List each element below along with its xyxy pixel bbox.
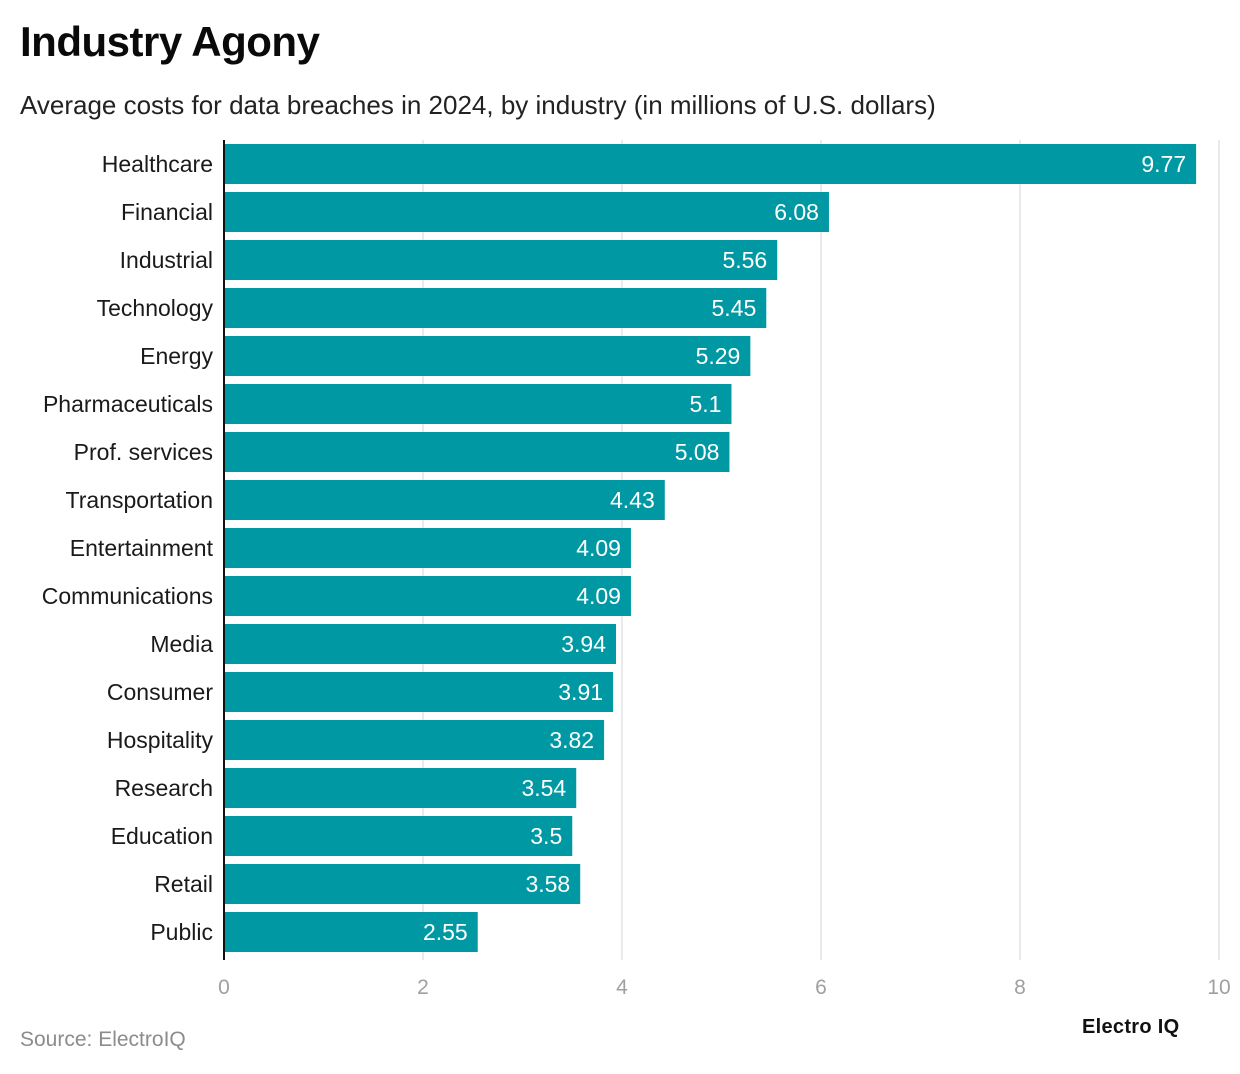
value-label: 3.54	[521, 775, 566, 801]
value-label: 4.43	[610, 487, 655, 513]
bar	[224, 288, 767, 328]
value-label: 6.08	[774, 199, 819, 225]
value-label: 4.09	[576, 535, 621, 561]
brand-logo: Electro IQ	[1082, 1016, 1180, 1038]
category-label: Hospitality	[107, 727, 214, 753]
value-label: 3.5	[530, 823, 562, 849]
x-tick-label: 4	[616, 976, 628, 999]
category-label: Public	[150, 919, 213, 945]
bar	[224, 240, 778, 280]
value-label: 5.45	[712, 295, 757, 321]
value-label: 5.08	[675, 439, 720, 465]
value-label: 2.55	[423, 919, 468, 945]
category-label: Industrial	[120, 247, 213, 273]
value-label: 5.1	[689, 391, 721, 417]
category-label: Research	[115, 775, 213, 801]
bar	[224, 864, 581, 904]
x-tick-label: 0	[218, 976, 230, 999]
category-label: Consumer	[107, 679, 213, 705]
category-label: Healthcare	[102, 151, 213, 177]
category-label: Entertainment	[70, 535, 214, 561]
value-label: 5.29	[696, 343, 741, 369]
bar	[224, 720, 605, 760]
value-label: 3.58	[525, 871, 570, 897]
bar	[224, 816, 573, 856]
category-labels: Healthcare Financial Industrial Technology E…	[42, 151, 214, 945]
bar	[224, 144, 1197, 184]
category-label: Pharmaceuticals	[43, 391, 213, 417]
bar	[224, 912, 478, 952]
bar	[224, 528, 631, 568]
category-label: Transportation	[66, 487, 213, 513]
bar	[224, 480, 665, 520]
value-label: 5.56	[722, 247, 767, 273]
value-label: 3.94	[561, 631, 606, 657]
bar	[224, 672, 614, 712]
x-tick-label: 10	[1207, 976, 1230, 999]
x-axis-ticks: 0 2 4 6 8 10	[218, 976, 1231, 999]
value-label: 4.09	[576, 583, 621, 609]
category-label: Retail	[154, 871, 213, 897]
category-label: Energy	[140, 343, 213, 369]
category-label: Communications	[42, 583, 213, 609]
category-label: Education	[111, 823, 213, 849]
bar	[224, 768, 577, 808]
bars	[224, 144, 1197, 952]
category-label: Media	[150, 631, 213, 657]
category-label: Prof. services	[74, 439, 213, 465]
source-note: Source: ElectroIQ	[20, 1028, 186, 1051]
bar	[224, 384, 732, 424]
category-label: Technology	[97, 295, 214, 321]
bar	[224, 432, 730, 472]
x-tick-label: 6	[815, 976, 827, 999]
value-labels: 9.77 6.08 5.56 5.45 5.29 5.1 5.08 4.43 4.09 4.09 3…	[423, 151, 1186, 945]
value-label: 3.91	[558, 679, 603, 705]
chart-subtitle: Average costs for data breaches in 2024,…	[20, 90, 936, 120]
bar	[224, 576, 631, 616]
bar	[224, 336, 751, 376]
x-tick-label: 8	[1014, 976, 1026, 999]
bar	[224, 192, 829, 232]
value-label: 9.77	[1141, 151, 1186, 177]
bar	[224, 624, 617, 664]
x-tick-label: 2	[417, 976, 429, 999]
value-label: 3.82	[549, 727, 594, 753]
chart-title: Industry Agony	[20, 18, 320, 65]
category-label: Financial	[121, 199, 213, 225]
